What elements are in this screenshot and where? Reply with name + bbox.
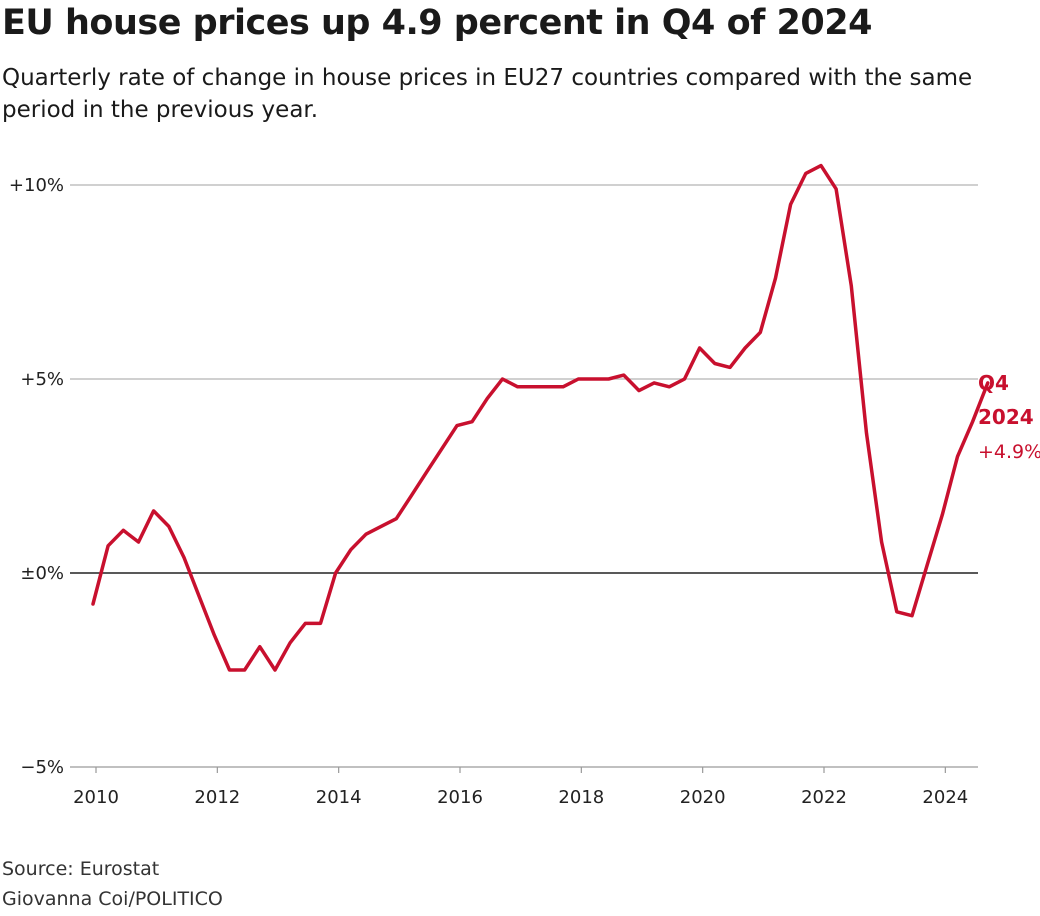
end-annotation: Q4 2024 +4.9% (978, 371, 1040, 463)
y-tick-label: ±0% (20, 563, 64, 584)
x-tick-label: 2020 (680, 787, 726, 808)
credit-note: Giovanna Coi/POLITICO (2, 888, 223, 910)
y-axis-tick-labels: +10% +5% ±0% −5% (9, 175, 64, 778)
x-tick-label: 2024 (922, 787, 968, 808)
x-tick-label: 2016 (437, 787, 483, 808)
chart-subtitle: Quarterly rate of change in house prices… (2, 65, 973, 123)
chart-title: EU house prices up 4.9 percent in Q4 of … (2, 3, 872, 43)
x-axis-tick-labels: 2010 2012 2014 2016 2018 2020 2022 2024 (73, 787, 968, 808)
x-tick-label: 2014 (316, 787, 362, 808)
x-tick-label: 2010 (73, 787, 119, 808)
annotation-value: +4.9% (978, 441, 1040, 463)
series-line (91, 163, 990, 672)
series-group (91, 163, 990, 672)
gridlines (70, 184, 978, 574)
x-axis (70, 766, 978, 773)
annotation-quarter: Q4 (978, 371, 1009, 395)
y-tick-label: −5% (20, 757, 64, 778)
x-tick-label: 2022 (801, 787, 847, 808)
y-tick-label: +5% (20, 369, 64, 390)
x-tick-label: 2012 (194, 787, 240, 808)
y-tick-label: +10% (9, 175, 64, 196)
annotation-year: 2024 (978, 405, 1034, 429)
x-tick-label: 2018 (558, 787, 604, 808)
source-note: Source: Eurostat (2, 858, 160, 880)
